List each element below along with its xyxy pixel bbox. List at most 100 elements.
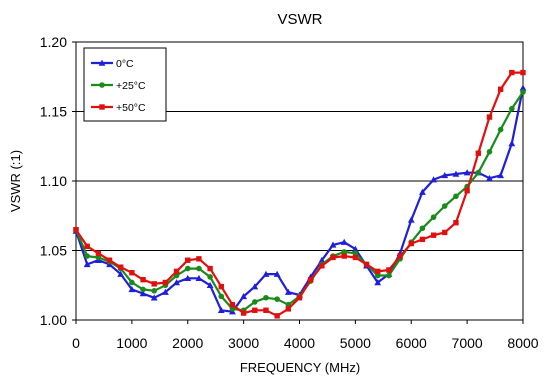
data-point xyxy=(419,188,426,195)
data-point xyxy=(273,270,281,277)
series-3 xyxy=(73,69,526,319)
data-point xyxy=(351,245,359,252)
x-tick-label: 1000 xyxy=(116,335,147,351)
x-tick-label: 2000 xyxy=(172,335,203,351)
x-tick-label: 5000 xyxy=(340,335,371,351)
data-point xyxy=(252,299,258,305)
data-point xyxy=(162,288,169,295)
data-point xyxy=(207,265,213,272)
data-point xyxy=(95,250,102,256)
chart-title: VSWR xyxy=(278,11,323,28)
data-point xyxy=(319,263,325,269)
data-point xyxy=(430,214,437,220)
x-axis-label: FREQUENCY (MHz) xyxy=(240,360,360,375)
data-point xyxy=(520,89,526,95)
data-point xyxy=(352,250,359,257)
data-point xyxy=(464,188,470,194)
data-point xyxy=(140,286,146,293)
data-point xyxy=(262,270,270,277)
data-point xyxy=(520,69,526,76)
data-point xyxy=(386,267,392,273)
data-point xyxy=(330,254,336,261)
data-point xyxy=(217,306,225,313)
x-tick-label: 0 xyxy=(72,335,80,351)
y-tick-label: 1.00 xyxy=(40,312,67,328)
data-point xyxy=(218,283,224,290)
data-point xyxy=(84,243,90,250)
data-point xyxy=(340,238,348,245)
legend-marker xyxy=(99,82,105,88)
data-point xyxy=(486,114,493,120)
data-point xyxy=(263,307,269,313)
legend-entry: +50°C xyxy=(91,102,146,114)
data-point xyxy=(374,279,382,286)
data-point xyxy=(206,281,214,288)
data-point xyxy=(375,268,381,275)
data-point xyxy=(274,313,280,319)
data-point xyxy=(184,265,191,272)
data-point xyxy=(117,270,125,277)
data-point xyxy=(408,240,414,247)
data-point xyxy=(274,296,280,302)
data-point xyxy=(252,307,258,313)
data-point xyxy=(207,274,213,280)
data-point xyxy=(374,272,381,279)
x-tick-label: 4000 xyxy=(284,335,315,351)
data-point xyxy=(497,86,504,92)
data-point xyxy=(151,288,158,294)
data-point xyxy=(128,286,136,293)
data-point xyxy=(475,150,481,156)
data-point xyxy=(95,254,102,261)
data-point xyxy=(419,225,426,232)
data-point xyxy=(430,176,437,183)
gridlines xyxy=(76,111,523,251)
data-point xyxy=(341,249,348,255)
data-point xyxy=(352,254,359,261)
x-tick-label: 6000 xyxy=(396,335,427,351)
data-point xyxy=(497,172,505,179)
data-point xyxy=(508,140,516,147)
x-tick-label: 8000 xyxy=(507,335,538,351)
data-point xyxy=(386,272,392,279)
data-point xyxy=(140,276,146,283)
legend-label: 0°C xyxy=(116,58,134,70)
data-point xyxy=(307,276,314,283)
data-point xyxy=(341,253,347,259)
x-tick-label: 3000 xyxy=(228,335,259,351)
data-point xyxy=(83,261,91,268)
data-point xyxy=(196,256,202,262)
data-point xyxy=(453,220,459,226)
legend: 0°C +25°C +50°C xyxy=(83,47,167,122)
data-point xyxy=(139,290,147,297)
data-point xyxy=(441,203,448,209)
legend-entry: 0°C xyxy=(91,58,134,70)
y-tick-label: 1.20 xyxy=(40,34,67,50)
data-point xyxy=(296,295,303,301)
data-point xyxy=(229,302,236,308)
y-tick-label: 1.05 xyxy=(40,243,67,259)
data-point xyxy=(73,226,79,233)
data-point xyxy=(329,241,337,248)
data-point xyxy=(129,279,135,286)
series-layer xyxy=(72,69,527,319)
y-axis-label: VSWR (:1) xyxy=(8,150,23,212)
legend-label: +50°C xyxy=(116,102,146,114)
data-point xyxy=(497,126,504,133)
data-point xyxy=(509,69,515,76)
data-point xyxy=(397,253,403,259)
data-point xyxy=(509,105,515,112)
data-point xyxy=(118,264,124,270)
data-point xyxy=(453,193,459,200)
data-point xyxy=(475,169,482,176)
y-tick-label: 1.10 xyxy=(40,173,67,189)
data-point xyxy=(519,84,527,91)
data-point xyxy=(162,279,169,286)
legend-entry: +25°C xyxy=(91,80,146,92)
data-point xyxy=(486,149,493,155)
data-point xyxy=(363,261,370,268)
data-point xyxy=(318,256,326,263)
data-point xyxy=(284,288,292,295)
data-point xyxy=(151,281,157,287)
data-point xyxy=(185,257,191,263)
